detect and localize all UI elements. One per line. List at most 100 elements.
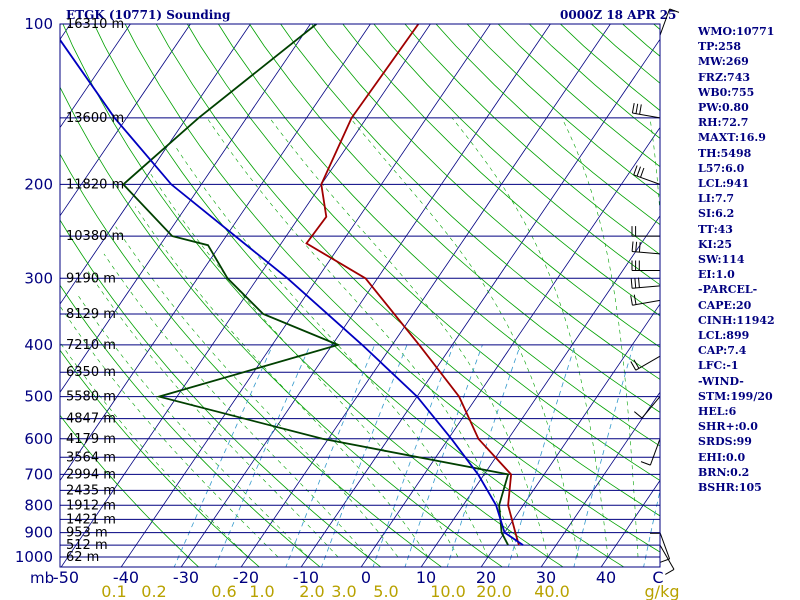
index-row: PW:0.80 xyxy=(698,101,749,115)
index-row: TH:5498 xyxy=(698,146,752,160)
chart-datetime: 0000Z 18 APR 25 xyxy=(560,8,677,22)
mixing-ratio-line xyxy=(321,344,408,567)
pressure-tick-label: 900 xyxy=(24,524,53,542)
index-row: SHR+:0.0 xyxy=(698,420,758,434)
moist-adiabat-line xyxy=(115,226,399,558)
index-row: L57:6.0 xyxy=(698,161,745,175)
plot-frame xyxy=(59,23,661,568)
index-row: TP:258 xyxy=(698,40,742,54)
stability-indices-panel: WMO:10771 TP:258 MW:269 FRZ:743 WB0:755 PW:0.… xyxy=(698,24,775,495)
wind-barb xyxy=(631,103,661,119)
chart-title: ETGK (10771) Sounding xyxy=(66,8,231,22)
isotherm-line xyxy=(540,391,660,567)
index-row: FRZ:743 xyxy=(698,70,751,84)
wind-barb xyxy=(631,260,660,271)
wind-barb xyxy=(659,8,680,36)
index-row: EHI:0.0 xyxy=(698,450,746,464)
height-label: 3564 m xyxy=(66,450,116,465)
height-label: 953 m xyxy=(66,526,108,541)
dry-adiabat-line xyxy=(60,414,200,567)
wind-barb xyxy=(633,165,661,185)
height-label: 7210 m xyxy=(66,338,116,353)
mixing-ratio-label: 0.6 xyxy=(211,582,236,600)
temperature-tick-label: -40 xyxy=(113,568,139,587)
mixing-ratio-label: 5.0 xyxy=(373,582,398,600)
pressure-unit-label: mb xyxy=(30,569,54,587)
mixing-ratio-label: 3.0 xyxy=(331,582,356,600)
index-row: BSHR:105 xyxy=(698,481,762,495)
height-label: 4847 m xyxy=(66,412,116,427)
pressure-tick-label: 500 xyxy=(24,388,53,406)
wind-barb xyxy=(630,294,661,306)
index-row: KI:25 xyxy=(698,237,733,251)
index-row: CINH:11942 xyxy=(698,313,775,327)
temperature-tick-label: -30 xyxy=(173,568,199,587)
index-row: LCL:941 xyxy=(698,177,750,191)
index-row: SW:114 xyxy=(698,253,745,267)
height-label: 1421 m xyxy=(66,512,116,527)
index-row: SI:6.2 xyxy=(698,207,735,221)
temperature-unit-label: C xyxy=(652,568,663,587)
isotherm-line xyxy=(180,24,551,567)
wind-barb xyxy=(630,277,661,289)
index-row: BRN:0.2 xyxy=(698,465,750,479)
index-row: LI:7.7 xyxy=(698,192,735,206)
moist-adiabat-line xyxy=(451,117,609,558)
height-label: 16310 m xyxy=(66,17,124,32)
height-label: 10380 m xyxy=(66,229,124,244)
wind-barb xyxy=(630,355,661,371)
index-row: LFC:-1 xyxy=(698,359,739,373)
mixing-ratio-line xyxy=(573,344,634,567)
pressure-tick-label: 700 xyxy=(24,465,53,483)
pressure-tick-label: 600 xyxy=(24,430,53,448)
mixing-ratio-line xyxy=(404,344,483,567)
wind-barb xyxy=(640,438,661,466)
isotherm-line xyxy=(60,24,431,567)
moist-adiabat-line xyxy=(561,117,639,558)
isotherm-line xyxy=(60,24,371,482)
temperature-tick-label: 20 xyxy=(476,568,496,587)
mixing-ratio-label: 2.0 xyxy=(299,582,324,600)
isotherm-line xyxy=(60,24,251,305)
mixing-ratio-line xyxy=(214,344,311,567)
index-row: HEL:6 xyxy=(698,405,737,419)
temperature-tick-label: -20 xyxy=(233,568,259,587)
temperature-tick-label: 10 xyxy=(416,568,436,587)
isotherm-line xyxy=(420,215,660,567)
height-label: 11820 m xyxy=(66,177,124,192)
pressure-tick-label: 300 xyxy=(24,269,53,287)
temperature-tick-label: -50 xyxy=(53,568,79,587)
isotherm-line xyxy=(240,24,611,567)
temperature-tick-label: 30 xyxy=(536,568,556,587)
index-row: CAPE:20 xyxy=(698,298,752,312)
dewpoint-profile-line xyxy=(122,24,510,546)
isotherm-line xyxy=(60,24,311,393)
wind-barb xyxy=(659,544,675,575)
height-label: 512 m xyxy=(66,538,108,553)
isotherm-line xyxy=(60,24,131,129)
mixing-ratio-label: 1.0 xyxy=(249,582,274,600)
isotherm-line xyxy=(300,38,660,567)
mixing-ratio-label: g/kg xyxy=(645,582,680,600)
pressure-tick-label: 400 xyxy=(24,336,53,354)
moist-adiabat-line xyxy=(149,172,459,558)
pressure-tick-label: 100 xyxy=(24,15,53,33)
dry-adiabat-line xyxy=(60,284,321,567)
mixing-ratio-line xyxy=(285,344,375,567)
moist-adiabat-line xyxy=(175,146,489,558)
height-label: 1912 m xyxy=(66,498,116,513)
dry-adiabat-line xyxy=(776,0,800,568)
moist-adiabat-line xyxy=(76,293,309,558)
background-lines xyxy=(60,0,800,568)
index-row: EI:1.0 xyxy=(698,268,735,282)
temperature-tick-label: -10 xyxy=(293,568,319,587)
index-row: WB0:755 xyxy=(698,85,755,99)
height-label: 5580 m xyxy=(66,390,116,405)
pressure-tick-label: 1000 xyxy=(15,548,53,566)
mixing-ratio-label: 0.2 xyxy=(141,582,166,600)
index-row: SRDS:99 xyxy=(698,435,752,449)
index-row: TT:43 xyxy=(698,222,733,236)
index-row: LCL:899 xyxy=(698,329,750,343)
mixing-ratio-label: 0.1 xyxy=(101,582,126,600)
